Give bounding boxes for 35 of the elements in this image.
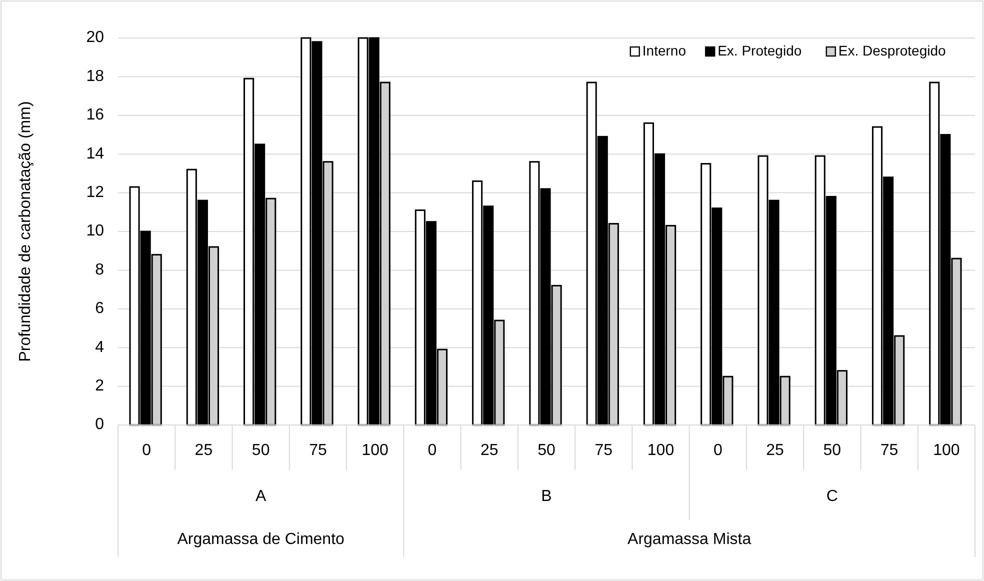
y-tick-label: 14 xyxy=(86,145,104,162)
y-tick-label: 12 xyxy=(86,184,104,202)
y-tick-label: 6 xyxy=(95,300,104,318)
x-tick-label: 100 xyxy=(647,442,674,460)
legend-label: Interno xyxy=(642,42,686,59)
x-tick-label: 75 xyxy=(594,442,613,460)
x-tick-label: 50 xyxy=(823,442,842,460)
x-tick-label: 75 xyxy=(309,442,327,460)
x-tick-label: 100 xyxy=(933,442,960,460)
x-tick-label: 50 xyxy=(252,442,270,460)
x-tick-label: 0 xyxy=(142,442,152,460)
y-tick-label: 18 xyxy=(86,68,104,85)
y-tick-label: 8 xyxy=(95,261,104,278)
y-axis-title: Profundidade de carbonatação (mm) xyxy=(17,101,34,362)
legend-label: Ex. Desprotegido xyxy=(838,42,946,59)
x-tick-label: 75 xyxy=(880,442,898,460)
x-tick-label: 25 xyxy=(766,442,784,460)
text: C xyxy=(826,488,838,506)
y-tick-label: 0 xyxy=(95,416,104,434)
x-tick-label: 50 xyxy=(538,442,556,460)
x-tick-label: 100 xyxy=(362,442,389,460)
text: Argamassa de Cimento xyxy=(177,531,345,548)
x-tick-label: 0 xyxy=(428,442,437,460)
y-tick-label: 4 xyxy=(95,338,104,356)
legend-label: Ex. Protegido xyxy=(718,42,802,59)
y-tick-label: 16 xyxy=(86,106,104,124)
x-tick-label: 25 xyxy=(480,442,498,460)
y-tick-label: 2 xyxy=(95,378,104,395)
text: Argamassa Mista xyxy=(628,531,752,548)
y-tick-label: 20 xyxy=(86,29,104,46)
x-tick-label: 25 xyxy=(194,442,213,460)
text: A xyxy=(255,488,266,506)
text: B xyxy=(541,488,552,506)
y-tick-label: 10 xyxy=(86,222,104,240)
x-tick-label: 0 xyxy=(713,442,722,460)
